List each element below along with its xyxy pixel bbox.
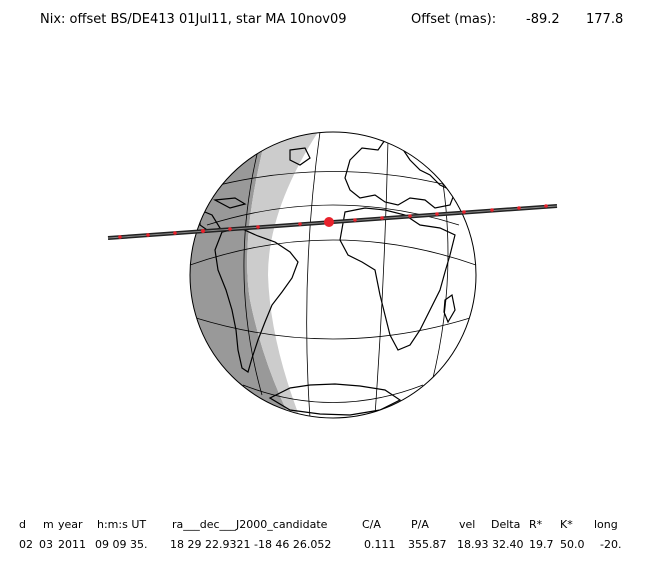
col-rstar-header: R* — [529, 518, 543, 531]
col-year-header: year — [58, 518, 83, 531]
track-marker — [517, 206, 521, 210]
track-marker — [408, 214, 412, 218]
track-marker — [256, 225, 260, 229]
col-pa-header: P/A — [411, 518, 429, 531]
track-marker — [173, 231, 177, 235]
cell-month: 03 — [39, 538, 53, 551]
col-long-header: long — [594, 518, 618, 531]
cell-long: -20. — [600, 538, 622, 551]
col-radec-header: ra___dec___J2000_candidate — [172, 518, 328, 531]
cell-day: 02 — [19, 538, 33, 551]
cell-vel: 18.93 — [457, 538, 489, 551]
offset-y-value: 177.8 — [586, 12, 624, 27]
continent-outlines — [199, 139, 456, 416]
track-marker — [228, 227, 232, 231]
col-kstar-header: K* — [560, 518, 573, 531]
event-table-header: d m year h:m:s UT ra___dec___J2000_candi… — [0, 518, 645, 534]
track-marker — [118, 235, 122, 239]
track-marker — [435, 212, 439, 216]
globe-outline — [189, 131, 477, 419]
track-time-markers — [118, 204, 548, 239]
track-marker — [201, 229, 205, 233]
col-vel-header: vel — [459, 518, 476, 531]
track-marker — [462, 210, 466, 214]
cell-year: 2011 — [58, 538, 86, 551]
cell-kstar: 50.0 — [560, 538, 585, 551]
cell-pa: 355.87 — [408, 538, 447, 551]
cell-time: 09 09 35. — [95, 538, 148, 551]
closest-approach-marker — [324, 217, 334, 227]
cell-delta: 32.40 — [492, 538, 524, 551]
track-marker — [544, 204, 548, 208]
offset-x-value: -89.2 — [526, 12, 560, 27]
offset-label: Offset (mas): — [411, 12, 497, 27]
col-month-header: m — [43, 518, 54, 531]
plot-title: Nix: offset BS/DE413 01Jul11, star MA 10… — [0, 12, 645, 32]
track-marker — [380, 216, 384, 220]
col-day-header: d — [19, 518, 26, 531]
track-marker — [353, 218, 357, 222]
track-marker — [298, 222, 302, 226]
track-marker — [146, 233, 150, 237]
graticule-meridians — [243, 132, 449, 418]
col-delta-header: Delta — [491, 518, 521, 531]
col-time-header: h:m:s UT — [97, 518, 147, 531]
cell-radec: 18 29 22.9321 -18 46 26.052 — [170, 538, 332, 551]
cell-ca: 0.111 — [364, 538, 396, 551]
title-text: Nix: offset BS/DE413 01Jul11, star MA 10… — [40, 12, 347, 27]
track-marker — [490, 208, 494, 212]
cell-rstar: 19.7 — [529, 538, 554, 551]
event-table-row: 02 03 2011 09 09 35. 18 29 22.9321 -18 4… — [0, 538, 645, 554]
col-ca-header: C/A — [362, 518, 381, 531]
twilight-region — [247, 132, 318, 418]
